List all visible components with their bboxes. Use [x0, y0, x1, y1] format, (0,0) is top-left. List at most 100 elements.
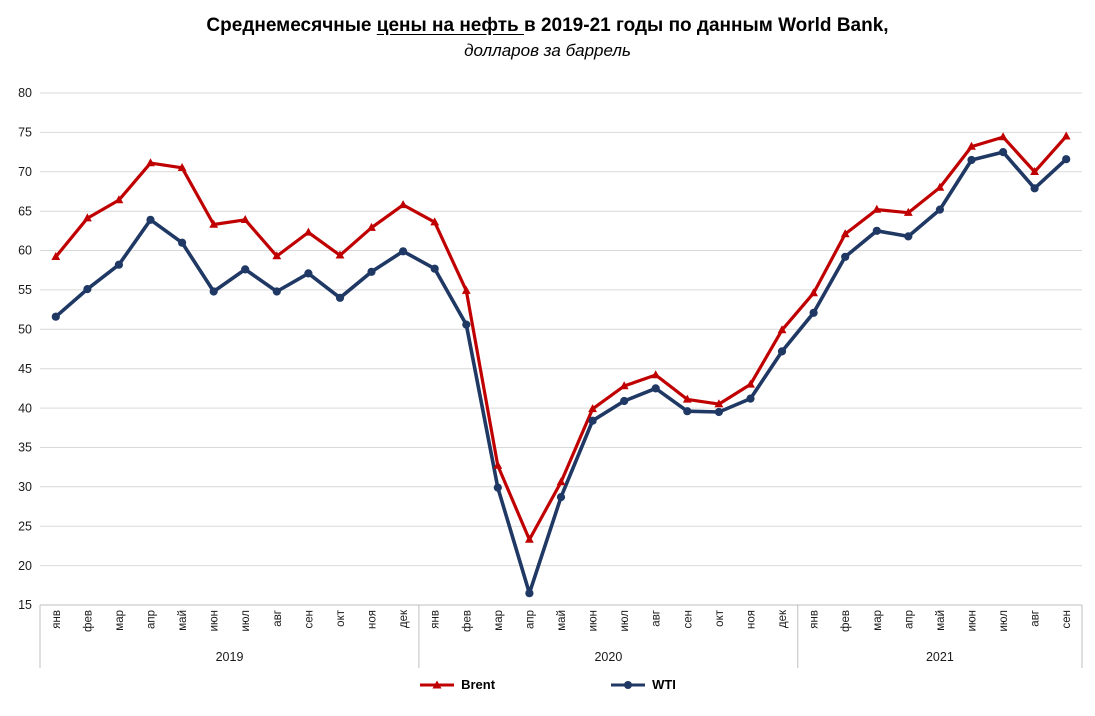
- month-label: мар: [493, 610, 505, 631]
- brent-point: [304, 227, 313, 236]
- brent-point: [777, 325, 787, 334]
- y-axis-tick-label: 65: [18, 204, 32, 218]
- month-label: май: [177, 610, 189, 631]
- brent-point: [556, 477, 566, 486]
- y-axis-tick-label: 20: [18, 559, 32, 573]
- chart-subtitle: долларов за баррель: [464, 40, 631, 60]
- brent-point: [1030, 167, 1039, 175]
- wti-point: [651, 384, 660, 393]
- wti-point: [904, 232, 913, 241]
- brent-legend-icon: [420, 680, 455, 688]
- month-label: окт: [335, 609, 347, 627]
- year-label: 2021: [926, 650, 954, 664]
- wti-point: [714, 407, 724, 417]
- brent-point: [83, 213, 92, 222]
- y-axis-tick-label: 70: [18, 165, 32, 179]
- y-axis-tick-label: 35: [18, 441, 32, 455]
- brent-point: [177, 163, 187, 171]
- wti-point: [367, 267, 376, 276]
- y-axis-tick-label: 55: [18, 283, 32, 297]
- y-axis-tick-label: 15: [18, 598, 32, 612]
- month-label: авг: [1030, 610, 1042, 627]
- wti-point: [1030, 184, 1039, 193]
- brent-point: [651, 370, 661, 379]
- wti-point: [525, 589, 534, 598]
- month-label: янв: [809, 610, 821, 629]
- brent-point: [146, 158, 155, 167]
- y-axis-tick-label: 30: [18, 480, 32, 494]
- brent-point: [967, 141, 976, 150]
- month-label: июл: [240, 610, 252, 632]
- wti-point: [746, 394, 755, 403]
- y-axis-tick-label: 75: [18, 126, 32, 140]
- brent-point: [872, 204, 882, 213]
- month-label: май: [935, 610, 947, 631]
- month-label: авг: [272, 610, 284, 627]
- month-label: июл: [998, 610, 1010, 632]
- month-label: апр: [524, 610, 536, 629]
- brent-point: [619, 381, 629, 390]
- wti-point: [809, 308, 818, 317]
- month-label: авг: [651, 610, 663, 627]
- brent-point: [209, 219, 219, 228]
- brent-point: [809, 288, 818, 297]
- month-label: ноя: [746, 610, 758, 629]
- month-label: июл: [619, 610, 631, 632]
- month-label: июн: [967, 610, 979, 631]
- month-label: мар: [114, 610, 126, 631]
- brent-point: [1061, 131, 1071, 140]
- brent-point: [335, 250, 345, 259]
- y-axis-tick-label: 80: [18, 86, 32, 100]
- brent-point: [840, 229, 850, 238]
- wti-point: [399, 247, 408, 256]
- year-label: 2019: [216, 650, 244, 664]
- wti-point: [114, 260, 123, 269]
- brent-point: [714, 399, 724, 408]
- brent-point: [461, 285, 471, 294]
- wti-point: [51, 312, 60, 321]
- y-axis-tick-label: 50: [18, 323, 32, 337]
- brent-point: [398, 200, 408, 209]
- wti-point: [209, 287, 218, 296]
- chart-title: Среднемесячные цены на нефть в 2019-21 г…: [0, 12, 1095, 62]
- wti-point: [556, 493, 566, 502]
- wti-point: [841, 252, 850, 261]
- brent-point: [430, 217, 440, 226]
- brent-point: [998, 132, 1008, 141]
- wti-line: [53, 150, 1068, 596]
- wti-point: [999, 148, 1008, 157]
- legend-label-wti: WTI: [652, 677, 676, 692]
- chart-title-line1: Среднемесячные цены на нефть в 2019-21 г…: [0, 12, 1095, 40]
- brent-point: [493, 460, 503, 469]
- wti-point: [146, 215, 155, 224]
- title-prefix: Среднемесячные: [206, 15, 377, 36]
- month-label: май: [556, 610, 568, 631]
- month-label: апр: [903, 610, 915, 629]
- month-label: янв: [430, 610, 442, 629]
- month-label: ноя: [367, 610, 379, 629]
- y-axis-tick-label: 40: [18, 401, 32, 415]
- month-label: янв: [51, 610, 63, 629]
- brent-point: [525, 534, 534, 543]
- month-label: фев: [82, 610, 94, 632]
- month-label: июн: [209, 610, 221, 631]
- month-label: дек: [777, 609, 789, 628]
- year-label: 2020: [594, 650, 622, 664]
- chart-legend: Brent WTI: [0, 677, 1095, 692]
- y-axis-tick-label: 45: [18, 362, 32, 376]
- wti-point: [178, 238, 187, 247]
- wti-point: [335, 293, 345, 302]
- month-label: окт: [714, 609, 726, 627]
- wti-point: [588, 416, 597, 425]
- month-label: фев: [840, 610, 852, 632]
- month-label: дек: [398, 609, 410, 628]
- brent-point: [272, 251, 282, 260]
- wti-point: [620, 396, 629, 406]
- wti-point: [462, 320, 471, 329]
- brent-point: [51, 252, 61, 260]
- month-label: сен: [1061, 610, 1073, 629]
- wti-point: [304, 269, 313, 278]
